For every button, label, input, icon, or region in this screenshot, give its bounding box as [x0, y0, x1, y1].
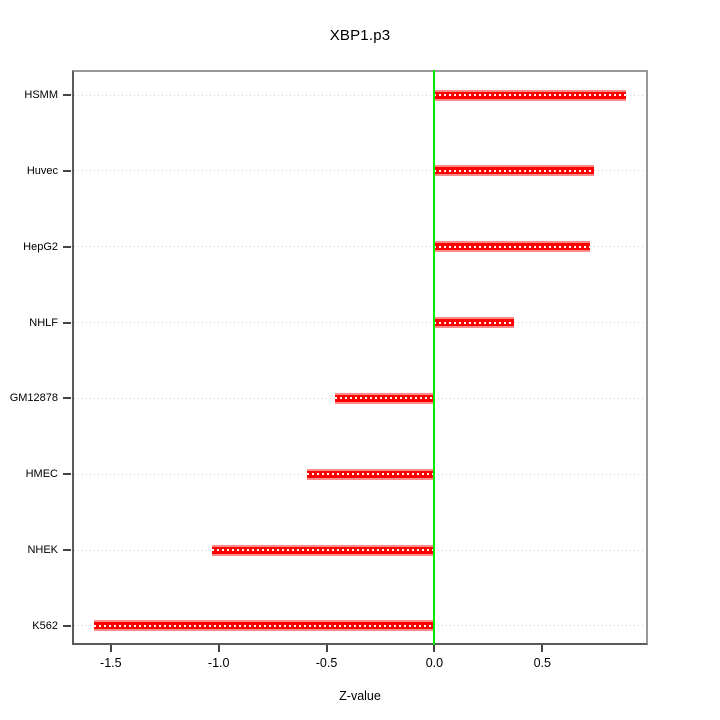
bar: [212, 544, 435, 556]
bar: [335, 392, 435, 404]
x-tick: [325, 645, 328, 652]
category-label: HMEC: [25, 468, 58, 481]
category-label: K562: [32, 619, 58, 632]
x-tick-label: -1.5: [100, 656, 122, 670]
zero-line: [433, 70, 436, 645]
y-tick: [63, 321, 71, 324]
bar: [93, 620, 435, 632]
plot-area: [72, 70, 648, 645]
bar-inner-dash: [212, 549, 435, 552]
grid-line: [74, 322, 646, 324]
bar-inner-dash: [434, 169, 595, 172]
category-label: NHEK: [27, 544, 58, 557]
y-tick: [63, 169, 71, 172]
bar-inner-dash: [434, 245, 590, 248]
bar: [434, 317, 515, 329]
grid-line: [74, 94, 646, 96]
bar: [434, 165, 595, 177]
category-label: NHLF: [29, 316, 58, 329]
bar-inner-dash: [434, 94, 627, 96]
x-tick-label: -0.5: [315, 656, 338, 670]
y-tick: [63, 397, 71, 400]
chart-title: XBP1.p3: [329, 27, 391, 44]
category-label: HSMM: [24, 89, 58, 101]
x-tick: [109, 645, 112, 652]
bar-inner-dash: [335, 397, 435, 400]
bar: [307, 468, 435, 480]
y-tick: [63, 94, 71, 96]
bar-inner-dash: [93, 624, 435, 627]
bar-inner-dash: [307, 473, 435, 476]
x-tick-label: 0.5: [533, 656, 551, 670]
y-tick: [63, 473, 71, 476]
grid-line: [74, 170, 646, 172]
y-tick: [63, 624, 71, 627]
y-tick: [63, 245, 71, 248]
x-tick: [217, 645, 220, 652]
x-tick: [433, 645, 436, 652]
category-label: HepG2: [23, 240, 58, 253]
x-tick: [541, 645, 544, 652]
x-tick-label: -1.0: [207, 656, 230, 670]
bar: [434, 89, 627, 101]
grid-line: [74, 246, 646, 248]
category-label: Huvec: [26, 164, 58, 177]
x-axis-label: Z-value: [339, 689, 381, 703]
bar-inner-dash: [434, 321, 515, 324]
category-label: GM12878: [9, 392, 58, 405]
bar: [434, 241, 590, 253]
y-tick: [63, 549, 71, 552]
x-tick-label: 0.0: [425, 656, 444, 670]
